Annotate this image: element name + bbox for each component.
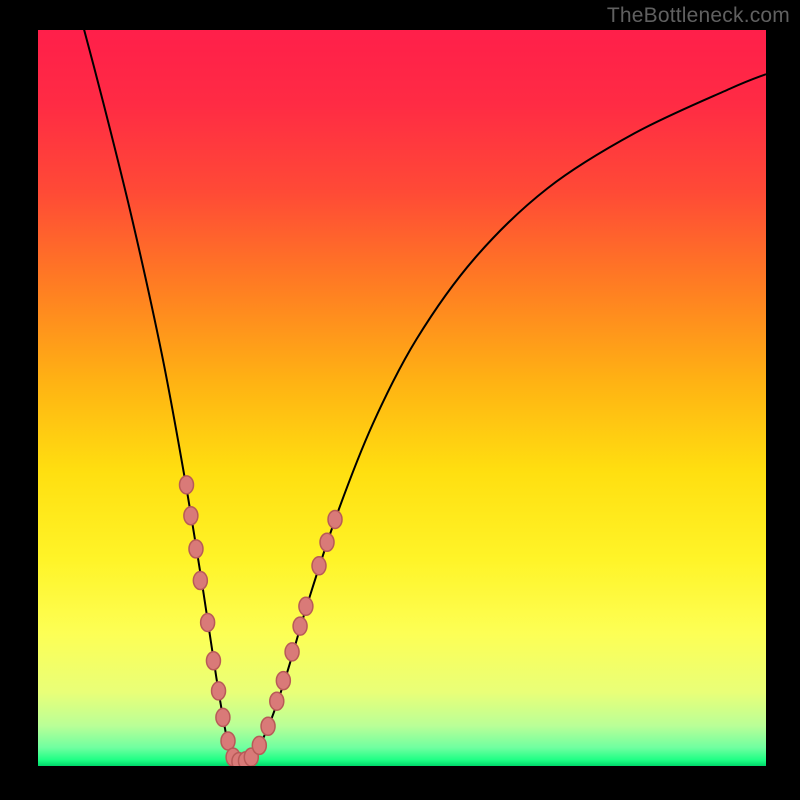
- data-marker: [212, 682, 226, 700]
- data-marker: [285, 643, 299, 661]
- data-marker: [221, 732, 235, 750]
- data-marker: [180, 476, 194, 494]
- watermark-text: TheBottleneck.com: [607, 4, 790, 28]
- data-marker: [320, 533, 334, 551]
- plot-background: [38, 30, 766, 766]
- data-marker: [328, 510, 342, 528]
- data-marker: [252, 736, 266, 754]
- data-marker: [276, 672, 290, 690]
- data-marker: [261, 717, 275, 735]
- data-marker: [216, 708, 230, 726]
- chart-svg: [0, 0, 800, 800]
- data-marker: [193, 572, 207, 590]
- data-marker: [206, 652, 220, 670]
- data-marker: [299, 597, 313, 615]
- chart-root: TheBottleneck.com: [0, 0, 800, 800]
- data-marker: [270, 692, 284, 710]
- data-marker: [293, 617, 307, 635]
- data-marker: [201, 613, 215, 631]
- data-marker: [189, 540, 203, 558]
- data-marker: [184, 507, 198, 525]
- data-marker: [312, 557, 326, 575]
